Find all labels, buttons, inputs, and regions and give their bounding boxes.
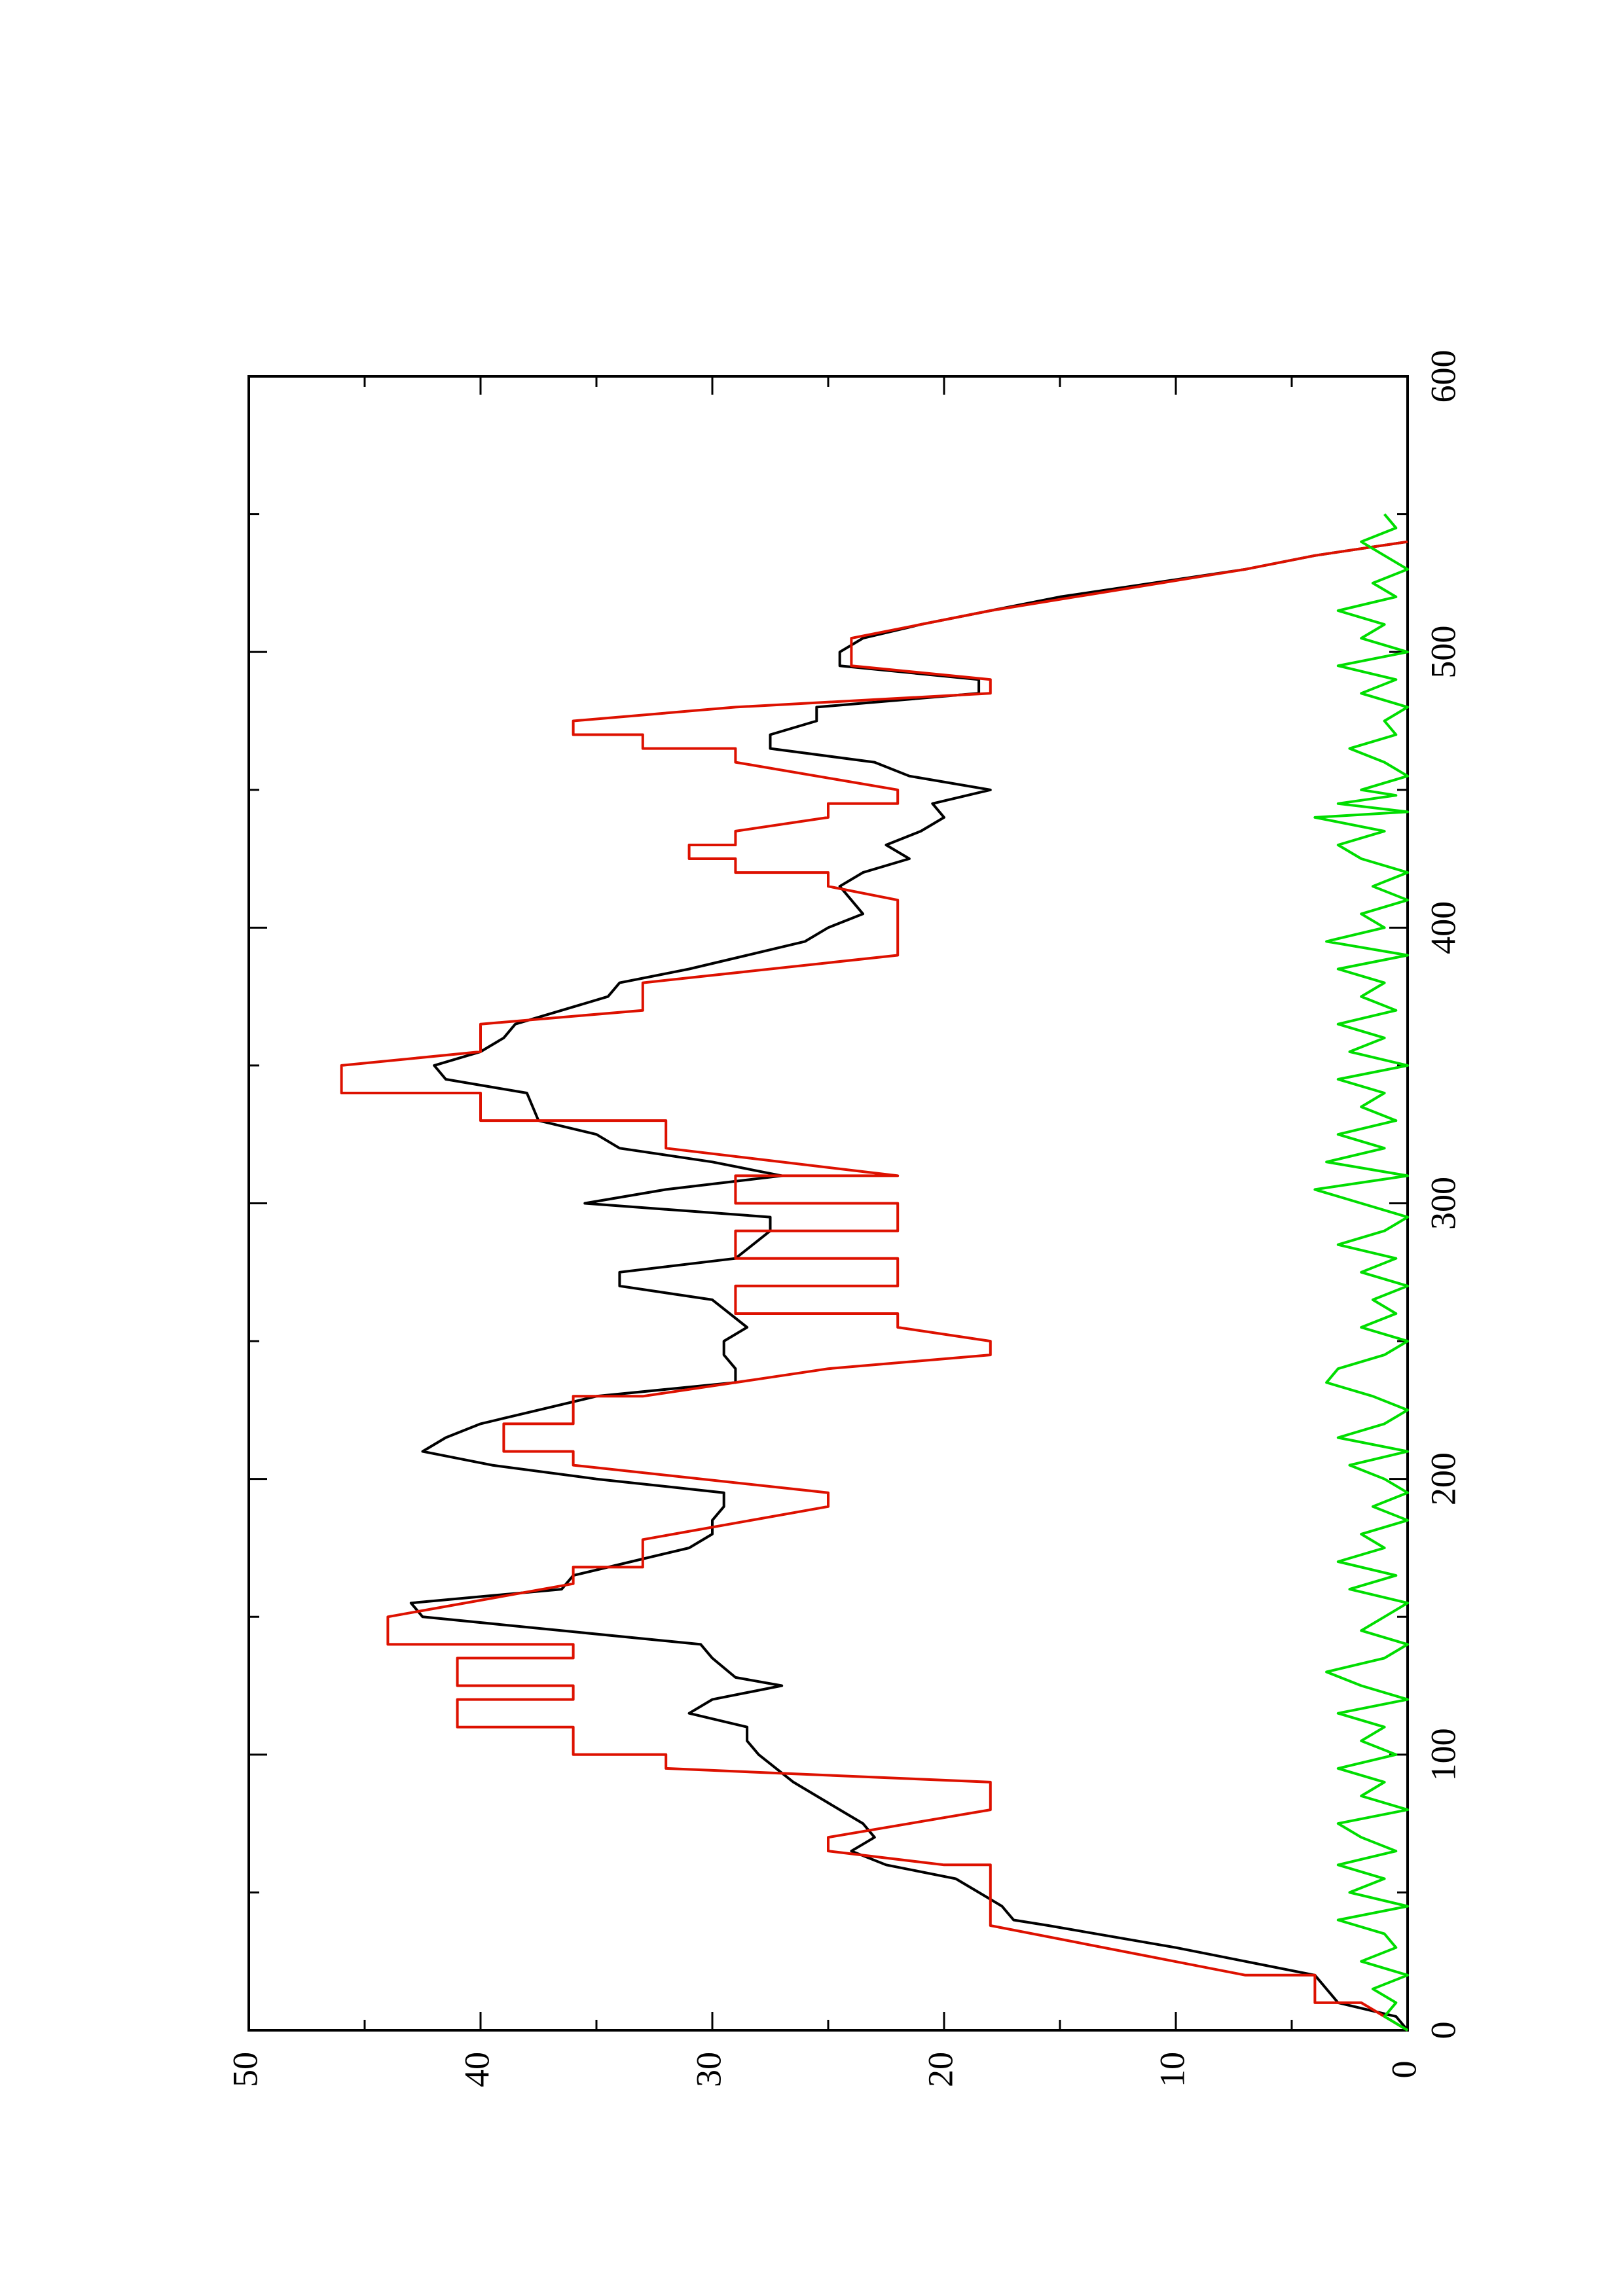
series-line-1: [409, 540, 1409, 2032]
x-tick-label: 0: [1423, 2022, 1463, 2039]
y-tick-label: 40: [457, 2052, 496, 2087]
axis-ticks: [247, 375, 1409, 2032]
x-tick-label: 200: [1423, 1452, 1463, 1505]
x-tick-label: 400: [1423, 901, 1463, 954]
x-tick-label: 300: [1423, 1177, 1463, 1230]
x-tick-label: 100: [1423, 1728, 1463, 1781]
series-lines: [340, 513, 1409, 2032]
y-tick-label: 30: [689, 2052, 728, 2087]
tick-labels: 0 100 200 300 400 500 600 0 10 20 30 40 50: [225, 350, 1463, 2088]
y-tick-label: 20: [921, 2052, 960, 2087]
x-tick-label: 500: [1423, 626, 1463, 679]
y-tick-label: 50: [225, 2052, 264, 2087]
y-tick-label: 10: [1152, 2052, 1192, 2087]
y-tick-label: 0: [1384, 2061, 1423, 2079]
x-tick-label: 600: [1423, 350, 1463, 403]
series-line-3: [1313, 513, 1409, 2032]
series-line-2: [340, 540, 1409, 2032]
